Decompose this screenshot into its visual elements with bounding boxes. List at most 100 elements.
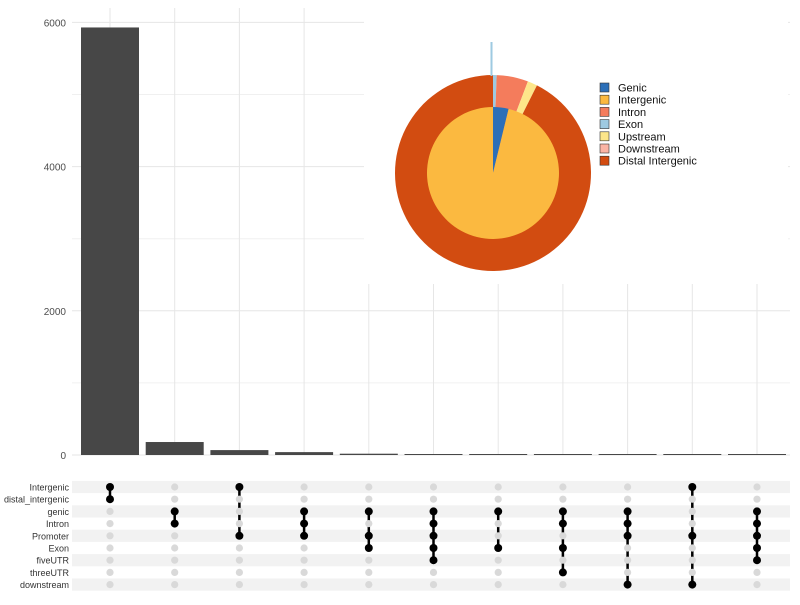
matrix-dot-active	[753, 507, 761, 516]
matrix-dot-inactive	[171, 556, 179, 564]
matrix-dot-inactive	[365, 568, 373, 577]
bar-y-axis: 0 2000 4000 6000	[44, 18, 67, 462]
matrix-dot-active	[558, 544, 567, 552]
matrix-dot-inactive	[559, 483, 567, 491]
matrix-dot-active	[623, 580, 632, 589]
bar-intersection-10	[663, 454, 722, 455]
matrix-dot-inactive	[171, 532, 179, 540]
set-label-downstream: downstream	[20, 580, 69, 590]
matrix-dot-active	[300, 531, 309, 540]
matrix-dot-active	[429, 531, 438, 540]
matrix-dot-active	[429, 519, 438, 528]
matrix-dot-inactive	[300, 568, 308, 577]
matrix-dot-active	[558, 519, 567, 528]
matrix-dot-inactive	[688, 520, 696, 528]
matrix-dot-active	[494, 507, 503, 516]
matrix-dot-inactive	[624, 544, 632, 552]
set-label-Exon: Exon	[48, 544, 69, 554]
matrix-dot-inactive	[688, 568, 696, 577]
matrix-dot-inactive	[235, 520, 243, 528]
matrix-dot-inactive	[235, 495, 243, 503]
legend-label-exon: Exon	[618, 119, 643, 131]
legend-label-distal-intergenic: Distal Intergenic	[618, 156, 697, 168]
intersection-bars	[81, 27, 786, 456]
matrix-dot-inactive	[494, 568, 502, 577]
matrix-dot-active	[623, 507, 632, 516]
matrix-dot-active	[170, 519, 179, 528]
matrix-dot-inactive	[106, 520, 114, 528]
matrix-dot-inactive	[171, 544, 179, 552]
inner-slice-genic	[493, 107, 509, 173]
matrix-dot-active	[364, 544, 373, 552]
bar-intersection-5	[339, 453, 398, 455]
bar-intersection-4	[275, 452, 334, 455]
set-label-distal_intergenic: distal_intergenic	[4, 495, 70, 505]
matrix-dot-inactive	[106, 532, 114, 540]
matrix-dot-inactive	[624, 568, 632, 577]
matrix-dot-inactive	[106, 568, 114, 577]
matrix-dot-inactive	[365, 581, 373, 589]
bar-intersection-6	[404, 454, 463, 455]
matrix-dot-inactive	[365, 556, 373, 564]
matrix-dot-inactive	[235, 568, 243, 577]
matrix-dot-inactive	[688, 544, 696, 552]
matrix-dot-inactive	[106, 507, 114, 515]
y-tick-label: 0	[60, 451, 66, 462]
matrix-dot-active	[623, 519, 632, 528]
matrix-dot-active	[753, 519, 761, 528]
matrix-dot-active	[558, 568, 567, 577]
legend-key-downstream	[599, 143, 610, 154]
matrix-dot-inactive	[429, 483, 438, 491]
set-label-genic: genic	[47, 507, 69, 517]
matrix-dot-active	[364, 531, 373, 540]
matrix-dot-inactive	[171, 495, 179, 503]
matrix-dot-inactive	[559, 495, 567, 503]
legend-label-intergenic: Intergenic	[618, 95, 667, 107]
set-label-Intergenic: Intergenic	[29, 483, 69, 493]
matrix-dot-inactive	[235, 544, 243, 552]
bar-intersection-8	[533, 454, 592, 455]
matrix-dot-inactive	[753, 568, 761, 577]
matrix-dot-inactive	[300, 495, 308, 503]
matrix-dot-active	[494, 544, 503, 552]
matrix-dot-active	[623, 531, 632, 540]
matrix-dot-inactive	[365, 483, 373, 491]
matrix-dot-active	[300, 519, 309, 528]
matrix-dot-active	[429, 544, 438, 552]
intersection-matrix	[106, 483, 761, 589]
matrix-dot-inactive	[300, 483, 308, 491]
legend-label-genic: Genic	[618, 83, 647, 95]
matrix-dot-active	[688, 580, 697, 589]
matrix-dot-inactive	[300, 581, 308, 589]
bar-intersection-1	[81, 27, 139, 456]
legend-key-upstream	[599, 131, 610, 142]
outer-slice-exon-spike	[490, 42, 493, 76]
matrix-dot-inactive	[688, 507, 696, 515]
matrix-dot-active	[688, 531, 697, 540]
matrix-dot-inactive	[559, 556, 567, 564]
matrix-dot-inactive	[688, 495, 696, 503]
matrix-dot-inactive	[494, 581, 502, 589]
matrix-dot-active	[429, 556, 438, 565]
legend-label-downstream: Downstream	[618, 144, 680, 156]
matrix-dot-inactive	[624, 556, 632, 564]
y-tick-label: 4000	[44, 163, 67, 174]
legend-label-upstream: Upstream	[618, 131, 666, 143]
legend-label-intron: Intron	[618, 107, 646, 119]
y-tick-label: 6000	[44, 18, 67, 29]
matrix-dot-inactive	[429, 495, 438, 503]
set-label-threeUTR: threeUTR	[30, 568, 70, 578]
matrix-dot-inactive	[429, 568, 438, 577]
legend-key-distal-intergenic	[599, 155, 610, 166]
matrix-dot-inactive	[688, 556, 696, 564]
matrix-dot-inactive	[559, 581, 567, 589]
set-label-Intron: Intron	[46, 519, 69, 529]
matrix-dot-inactive	[429, 581, 438, 589]
matrix-dot-inactive	[106, 581, 114, 589]
bar-intersection-3	[210, 450, 269, 455]
matrix-dot-active	[235, 483, 244, 491]
matrix-dot-active	[364, 507, 373, 516]
